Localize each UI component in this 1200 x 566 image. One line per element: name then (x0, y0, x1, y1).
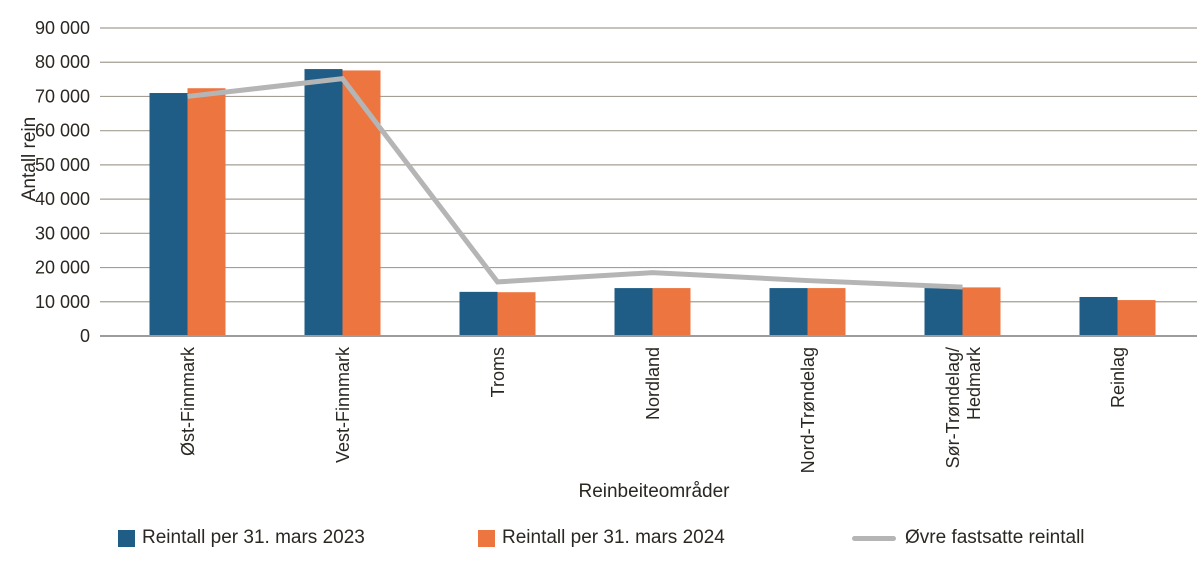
y-tick-labels: 0 10 000 20 000 30 000 40 000 50 000 60 000 70 … (35, 18, 90, 346)
bar-series-2 (187, 70, 1156, 337)
bar (342, 70, 381, 337)
gridlines (100, 27, 1197, 303)
y-tick-label: 50 000 (35, 155, 90, 175)
x-category-label: Sør-Trøndelag/ (943, 347, 963, 468)
bar (769, 288, 808, 336)
bar (497, 292, 536, 336)
legend-label-target: Øvre fastsatte reintall (905, 527, 1085, 548)
y-tick-label: 90 000 (35, 18, 90, 38)
legend-swatch-2024-icon (478, 529, 495, 547)
chart-legend: Reintall per 31. mars 2023 Reintall per … (0, 527, 1200, 557)
legend-label-2023: Reintall per 31. mars 2023 (142, 527, 365, 548)
y-tick-label: 30 000 (35, 223, 90, 243)
bar (807, 288, 846, 336)
bar (652, 288, 691, 336)
y-tick-label: 40 000 (35, 189, 90, 209)
legend-label-2024: Reintall per 31. mars 2024 (502, 527, 725, 548)
bar (924, 288, 963, 336)
bar (1079, 296, 1118, 336)
y-tick-label: 60 000 (35, 121, 90, 141)
legend-item-2023: Reintall per 31. mars 2023 (118, 527, 365, 549)
x-category-labels: Øst-Finnmark Vest-Finnmark Troms Nordland No… (178, 346, 1128, 473)
target-line (187, 76, 963, 290)
y-tick-label: 10 000 (35, 292, 90, 312)
x-category-label: Øst-Finnmark (178, 346, 198, 456)
bar (614, 288, 653, 336)
legend-line-icon (852, 535, 896, 541)
x-category-label: Troms (488, 347, 508, 397)
x-axis-title: Reinbeiteområder (578, 481, 730, 502)
y-tick-label: 20 000 (35, 258, 90, 278)
x-category-label: Hedmark (964, 346, 984, 420)
y-axis-title: Antall rein (19, 116, 40, 202)
bar (187, 88, 226, 336)
bar (149, 93, 188, 337)
x-category-label: Vest-Finnmark (333, 346, 353, 463)
bar (1117, 300, 1156, 336)
y-tick-label: 0 (80, 326, 90, 346)
y-tick-label: 80 000 (35, 52, 90, 72)
legend-item-target-line: Øvre fastsatte reintall (852, 527, 1085, 549)
bar-series-1 (149, 69, 1118, 337)
legend-item-2024: Reintall per 31. mars 2024 (478, 527, 725, 549)
legend-swatch-2023-icon (118, 529, 135, 547)
x-category-label: Nord-Trøndelag (798, 347, 818, 473)
bar (459, 291, 498, 336)
x-category-label: Reinlag (1108, 347, 1128, 408)
bar (304, 69, 343, 337)
bar (962, 287, 1001, 336)
y-tick-label: 70 000 (35, 86, 90, 106)
x-category-label: Nordland (643, 347, 663, 420)
